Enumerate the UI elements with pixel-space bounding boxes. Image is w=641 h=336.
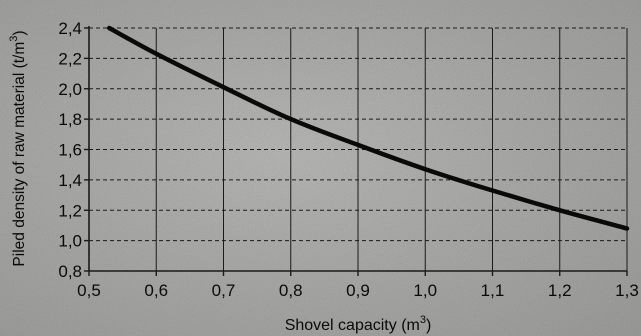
y-tick-label: 1,4 xyxy=(58,171,82,190)
y-tick-label: 1,2 xyxy=(58,201,82,220)
x-tick-label: 0,5 xyxy=(77,281,101,300)
y-tick-label: 2,0 xyxy=(58,80,82,99)
tick-labels: 0,8 1,0 1,2 1,4 1,6 1,8 2,0 2,2 2,4 0,5 0,6 0,7 0,8 0… xyxy=(58,19,638,300)
y-axis-title: Piled density of raw material (t/m3) xyxy=(8,30,28,266)
x-tick-label: 0,8 xyxy=(279,281,303,300)
y-tick-label: 2,4 xyxy=(58,19,82,38)
series-line xyxy=(106,25,630,231)
x-tick-label: 1,1 xyxy=(481,281,505,300)
series xyxy=(106,25,630,231)
y-axis-title-text: Piled density of raw material (t/m xyxy=(11,42,28,267)
y-tick-label: 1,8 xyxy=(58,110,82,129)
y-axis-title-sup: 3 xyxy=(8,36,20,42)
grid xyxy=(89,27,628,271)
x-axis-title-sup: 3 xyxy=(420,314,426,326)
x-tick-label: 0,6 xyxy=(144,281,168,300)
y-tick-label: 2,2 xyxy=(58,49,82,68)
y-tick-label: 1,0 xyxy=(58,232,82,251)
x-tick-label: 1,0 xyxy=(413,281,437,300)
y-tick-label: 1,6 xyxy=(58,141,82,160)
axes xyxy=(84,26,628,276)
x-axis-title-end: ) xyxy=(426,317,431,334)
x-axis-title: Shovel capacity (m3) xyxy=(285,314,432,334)
x-tick-label: 0,7 xyxy=(212,281,236,300)
x-tick-label: 1,2 xyxy=(548,281,572,300)
y-axis-title-end: ) xyxy=(11,30,28,35)
x-axis-title-text: Shovel capacity (m xyxy=(285,317,420,334)
x-tick-label: 0,9 xyxy=(346,281,370,300)
x-tick-label: 1,3 xyxy=(615,281,639,300)
y-tick-label: 0,8 xyxy=(58,262,82,281)
